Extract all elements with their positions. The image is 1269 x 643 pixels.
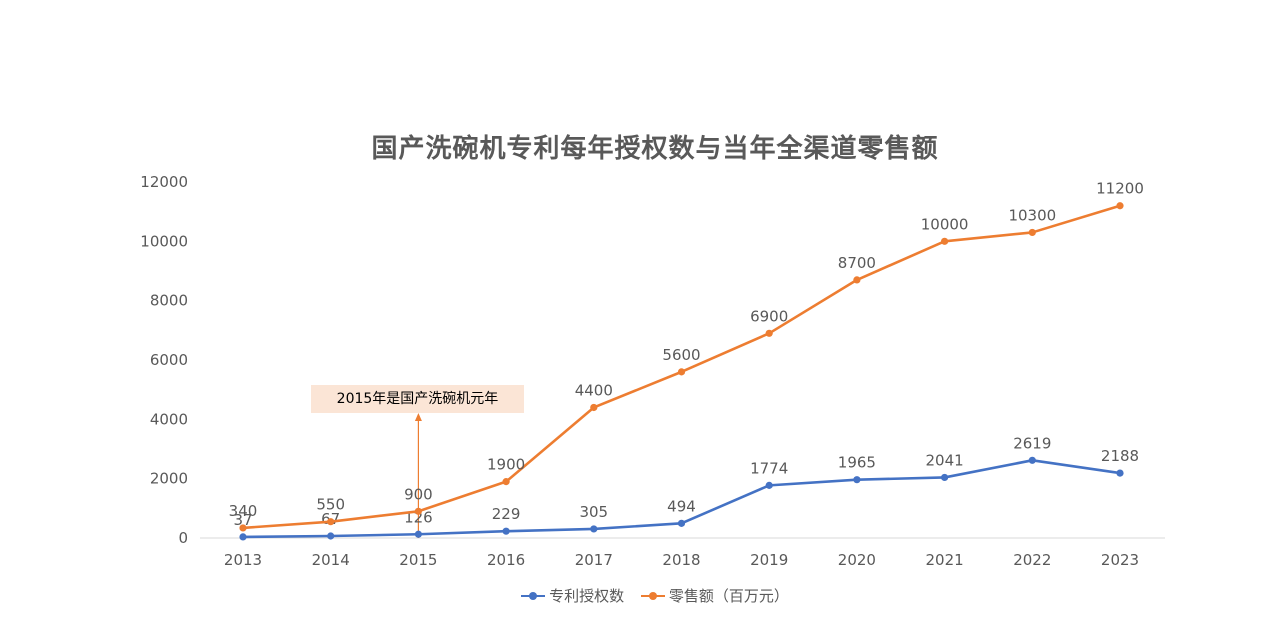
series-0-label-4: 305 bbox=[579, 503, 608, 521]
series-1-label-8: 10000 bbox=[921, 215, 969, 233]
legend-item-retail[interactable]: 零售额（百万元） bbox=[640, 585, 789, 606]
x-tick-label-8: 2021 bbox=[926, 551, 964, 569]
series-1-point-0 bbox=[239, 524, 247, 532]
series-1-label-2: 900 bbox=[404, 485, 433, 503]
x-tick-label-10: 2023 bbox=[1101, 551, 1139, 569]
series-1-label-0: 340 bbox=[229, 502, 258, 520]
series-0-label-3: 229 bbox=[492, 505, 521, 523]
series-0-point-2 bbox=[414, 530, 422, 538]
series-1-point-3 bbox=[502, 478, 510, 486]
series-1-label-9: 10300 bbox=[1008, 206, 1056, 224]
annotation-label: 2015年是国产洗碗机元年 bbox=[311, 385, 524, 413]
legend-marker-retail bbox=[640, 590, 665, 602]
x-tick-label-4: 2017 bbox=[575, 551, 613, 569]
series-1-point-7 bbox=[853, 276, 861, 284]
series-0-point-7 bbox=[853, 476, 861, 484]
series-0-point-6 bbox=[765, 481, 773, 489]
series-1-point-2 bbox=[414, 507, 422, 515]
series-1-point-5 bbox=[677, 368, 686, 376]
chart-legend: 专利授权数 零售额（百万元） bbox=[0, 585, 1269, 606]
x-tick-label-5: 2018 bbox=[662, 551, 700, 569]
annotation-arrow-head bbox=[414, 413, 422, 421]
legend-label-patents: 专利授权数 bbox=[549, 587, 625, 605]
x-tick-label-9: 2022 bbox=[1013, 551, 1051, 569]
chart-title: 国产洗碗机专利每年授权数与当年全渠道零售额 bbox=[371, 134, 939, 164]
series-0-label-6: 1774 bbox=[750, 459, 788, 477]
x-tick-label-7: 2020 bbox=[838, 551, 876, 569]
series-0-point-9 bbox=[1028, 456, 1036, 464]
series-1-point-6 bbox=[765, 329, 773, 337]
y-tick-label-4: 8000 bbox=[150, 292, 188, 310]
y-tick-label-0: 0 bbox=[178, 529, 188, 547]
y-tick-label-1: 2000 bbox=[150, 470, 188, 488]
y-tick-label-3: 6000 bbox=[150, 351, 188, 369]
series-0-label-0: 37 bbox=[233, 511, 252, 529]
series-0-label-9: 2619 bbox=[1013, 434, 1051, 452]
series-1-point-10 bbox=[1116, 202, 1124, 210]
series-0-point-5 bbox=[677, 519, 686, 527]
x-tick-label-0: 2013 bbox=[224, 551, 262, 569]
y-tick-label-2: 4000 bbox=[150, 410, 188, 428]
series-1-point-1 bbox=[327, 518, 335, 526]
series-line-1 bbox=[242, 204, 1121, 530]
series-1-label-4: 4400 bbox=[575, 381, 613, 399]
series-0-point-0 bbox=[239, 533, 247, 541]
series-1-label-1: 550 bbox=[316, 496, 345, 514]
y-tick-label-6: 12000 bbox=[140, 173, 188, 191]
series-1-label-6: 6900 bbox=[750, 307, 788, 325]
series-1-point-9 bbox=[1028, 228, 1036, 237]
x-tick-label-1: 2014 bbox=[312, 551, 350, 569]
series-1-label-7: 8700 bbox=[838, 254, 876, 272]
series-0-point-8 bbox=[941, 473, 949, 482]
series-1-label-3: 1900 bbox=[487, 456, 525, 474]
x-tick-label-2: 2015 bbox=[399, 551, 437, 569]
x-tick-label-3: 2016 bbox=[487, 551, 525, 569]
y-tick-label-5: 10000 bbox=[140, 232, 188, 250]
x-tick-label-6: 2019 bbox=[750, 551, 788, 569]
series-0-label-5: 494 bbox=[667, 497, 696, 515]
series-1-label-10: 11200 bbox=[1096, 180, 1144, 198]
series-0-point-1 bbox=[327, 532, 335, 540]
series-0-label-7: 1965 bbox=[838, 454, 876, 472]
series-0-label-10: 2188 bbox=[1101, 447, 1139, 465]
legend-marker-patents bbox=[521, 590, 546, 602]
legend-label-retail: 零售额（百万元） bbox=[668, 587, 789, 605]
series-1-label-5: 5600 bbox=[662, 346, 700, 364]
series-1-point-8 bbox=[941, 237, 949, 245]
series-1-point-4 bbox=[590, 403, 598, 412]
series-0-point-4 bbox=[590, 525, 598, 533]
series-0-point-10 bbox=[1116, 469, 1124, 477]
legend-item-patents[interactable]: 专利授权数 bbox=[521, 585, 624, 606]
series-0-point-3 bbox=[502, 527, 510, 535]
series-0-label-8: 2041 bbox=[926, 451, 964, 469]
